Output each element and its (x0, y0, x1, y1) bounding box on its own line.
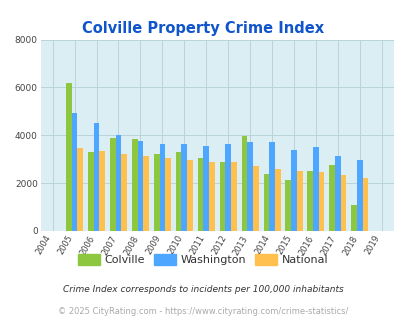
Bar (94, 123, 99, 231)
Bar (153, 154, 159, 231)
Bar (334, 156, 340, 231)
Bar (285, 180, 290, 231)
Bar (340, 175, 345, 231)
Bar (225, 144, 230, 231)
Bar (175, 152, 181, 231)
Bar (72, 113, 77, 231)
Bar (143, 156, 149, 231)
Bar (247, 143, 252, 231)
Bar (197, 158, 203, 231)
Bar (88, 152, 94, 231)
Bar (219, 162, 225, 231)
Bar (274, 169, 280, 231)
Bar (165, 158, 171, 231)
Bar (318, 172, 324, 231)
Bar (110, 138, 115, 231)
Bar (99, 151, 105, 231)
Bar (132, 139, 137, 231)
Bar (209, 162, 214, 231)
Text: © 2025 CityRating.com - https://www.cityrating.com/crime-statistics/: © 2025 CityRating.com - https://www.city… (58, 307, 347, 316)
Bar (159, 144, 165, 231)
Bar (137, 141, 143, 231)
Bar (328, 165, 334, 231)
Bar (356, 160, 362, 231)
Text: Crime Index corresponds to incidents per 100,000 inhabitants: Crime Index corresponds to incidents per… (62, 285, 343, 294)
Bar (203, 146, 209, 231)
Text: Colville Property Crime Index: Colville Property Crime Index (82, 21, 323, 36)
Bar (187, 160, 192, 231)
Bar (269, 143, 274, 231)
Bar (115, 135, 121, 231)
Bar (230, 162, 236, 231)
Bar (350, 205, 356, 231)
Bar (312, 147, 318, 231)
Bar (307, 171, 312, 231)
Bar (290, 150, 296, 231)
Bar (296, 171, 302, 231)
Bar (241, 137, 247, 231)
Bar (263, 174, 269, 231)
Bar (362, 178, 367, 231)
Bar (66, 83, 72, 231)
Bar (121, 154, 127, 231)
Bar (252, 166, 258, 231)
Bar (77, 148, 83, 231)
Bar (181, 144, 187, 231)
Legend: Colville, Washington, National: Colville, Washington, National (73, 250, 332, 270)
